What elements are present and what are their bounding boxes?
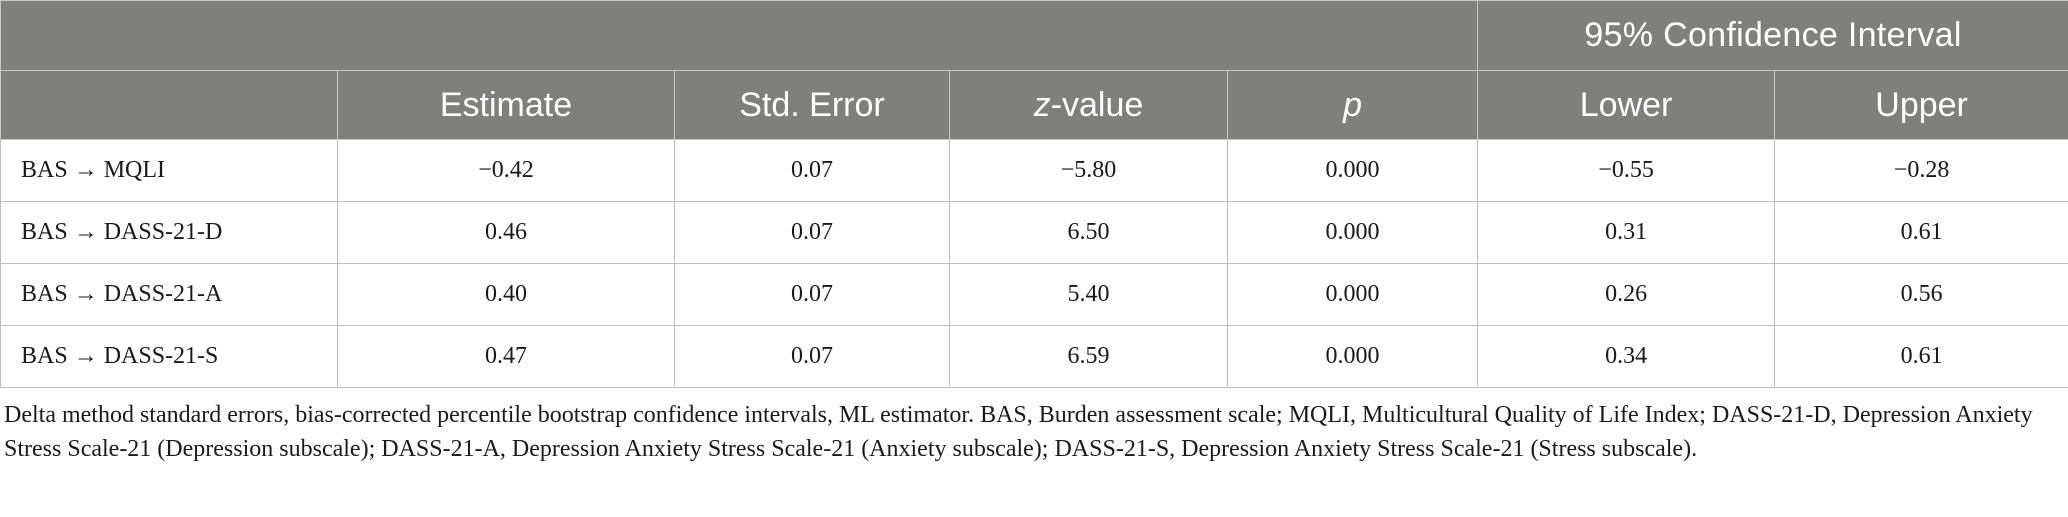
cell-p: 0.000 [1226,139,1479,202]
cell-std-error: 0.07 [674,263,950,326]
cell-p: 0.000 [1226,201,1479,264]
table-footnote: Delta method standard errors, bias-corre… [4,402,2033,462]
table-row: BAS → DASS-21-S 0.47 0.07 6.59 0.000 0.3… [0,325,2068,388]
cell-p: 0.000 [1226,263,1479,326]
header-z-suffix: -value [1050,85,1144,124]
header-z-italic: z [1033,85,1051,124]
cell-std-error: 0.07 [674,325,950,388]
header-row-group: 95% Confidence Interval [0,0,2068,71]
cell-z-value: 5.40 [949,263,1228,326]
results-table-container: 95% Confidence Interval Estimate Std. Er… [0,0,2068,388]
cell-estimate: 0.47 [337,325,675,388]
row-label: BAS → DASS-21-S [0,325,338,388]
table-row: BAS → DASS-21-D 0.46 0.07 6.50 0.000 0.3… [0,201,2068,264]
header-p-italic: p [1343,85,1362,124]
cell-z-value: 6.59 [949,325,1228,388]
cell-std-error: 0.07 [674,139,950,202]
cell-z-value: −5.80 [949,139,1228,202]
row-label: BAS → MQLI [0,139,338,202]
row-label: BAS → DASS-21-A [0,263,338,326]
cell-lower: 0.34 [1477,325,1776,388]
header-row-columns: Estimate Std. Error z-value p Lower Uppe… [0,70,2068,140]
header-estimate: Estimate [337,70,675,140]
row-label: BAS → DASS-21-D [0,201,338,264]
cell-upper: 0.61 [1774,325,2068,388]
table-row: BAS → DASS-21-A 0.40 0.07 5.40 0.000 0.2… [0,263,2068,326]
header-z-value: z-value [949,70,1228,140]
header-blank [0,0,1479,71]
header-confidence-interval: 95% Confidence Interval [1477,0,2068,71]
cell-estimate: 0.46 [337,201,675,264]
header-empty [0,70,338,140]
cell-lower: −0.55 [1477,139,1776,202]
header-std-error: Std. Error [674,70,950,140]
cell-upper: 0.56 [1774,263,2068,326]
table-row: BAS → MQLI −0.42 0.07 −5.80 0.000 −0.55 … [0,139,2068,202]
cell-upper: 0.61 [1774,201,2068,264]
cell-p: 0.000 [1226,325,1479,388]
header-lower: Lower [1477,70,1776,140]
cell-upper: −0.28 [1774,139,2068,202]
cell-lower: 0.31 [1477,201,1776,264]
cell-std-error: 0.07 [674,201,950,264]
cell-lower: 0.26 [1477,263,1776,326]
results-table: 95% Confidence Interval Estimate Std. Er… [0,0,2068,388]
header-upper: Upper [1774,70,2068,140]
cell-z-value: 6.50 [949,201,1228,264]
cell-estimate: −0.42 [337,139,675,202]
cell-estimate: 0.40 [337,263,675,326]
header-p: p [1226,70,1479,140]
